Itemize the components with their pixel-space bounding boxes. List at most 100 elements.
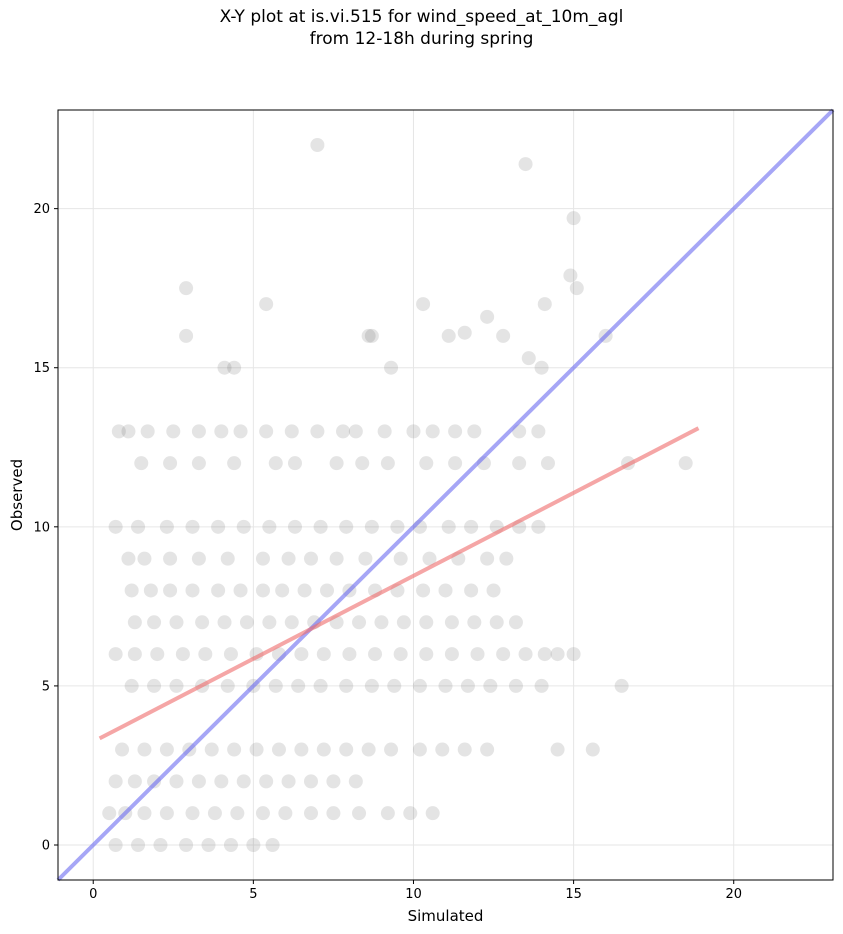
data-point: [444, 647, 459, 662]
data-point: [419, 456, 434, 471]
data-point: [483, 678, 498, 693]
data-point: [262, 615, 277, 630]
regression-line: [98, 426, 700, 741]
data-point: [457, 325, 472, 340]
data-point: [416, 297, 431, 312]
data-point: [550, 647, 565, 662]
data-point: [291, 678, 306, 693]
data-point: [230, 806, 245, 821]
data-point: [508, 615, 523, 630]
data-point: [127, 774, 142, 789]
data-point: [175, 647, 190, 662]
data-point: [166, 424, 181, 439]
chart-title-line-2: from 12-18h during spring: [309, 29, 534, 49]
data-point: [361, 328, 376, 343]
data-point: [111, 424, 126, 439]
data-point: [540, 456, 555, 471]
data-point: [496, 328, 511, 343]
data-point: [384, 742, 399, 757]
data-point: [566, 211, 581, 226]
data-point: [316, 647, 331, 662]
data-point: [207, 806, 222, 821]
axis-ticks: 0 5 10 15 20 0 5 10 15 20: [33, 202, 742, 902]
data-point: [137, 806, 152, 821]
data-point: [419, 647, 434, 662]
data-point: [121, 424, 136, 439]
data-point: [284, 424, 299, 439]
data-point: [412, 742, 427, 757]
data-point: [496, 647, 511, 662]
data-point: [262, 519, 277, 534]
data-point: [467, 615, 482, 630]
data-point: [150, 647, 165, 662]
data-point: [214, 774, 229, 789]
data-point: [448, 424, 463, 439]
data-point: [441, 328, 456, 343]
data-point: [227, 360, 242, 375]
data-point: [464, 519, 479, 534]
data-point: [287, 519, 302, 534]
data-point: [214, 424, 229, 439]
data-point: [108, 647, 123, 662]
data-point: [320, 583, 335, 598]
data-point: [217, 360, 232, 375]
data-point: [368, 647, 383, 662]
data-point: [326, 774, 341, 789]
data-point: [393, 647, 408, 662]
data-point: [531, 519, 546, 534]
scatter-points: [102, 138, 693, 852]
data-point: [191, 424, 206, 439]
data-point: [121, 551, 136, 566]
data-point: [518, 647, 533, 662]
data-point: [419, 615, 434, 630]
data-point: [534, 360, 549, 375]
data-point: [377, 424, 392, 439]
data-point: [281, 551, 296, 566]
data-point: [384, 360, 399, 375]
data-point: [534, 678, 549, 693]
y-tick-label: 15: [33, 361, 50, 376]
data-point: [422, 551, 437, 566]
data-point: [217, 615, 232, 630]
data-point: [143, 583, 158, 598]
data-point: [566, 647, 581, 662]
data-point: [486, 583, 501, 598]
data-point: [140, 424, 155, 439]
data-point: [255, 551, 270, 566]
data-point: [259, 297, 274, 312]
data-point: [236, 519, 251, 534]
data-point: [512, 456, 527, 471]
data-point: [438, 583, 453, 598]
data-point: [259, 424, 274, 439]
y-axis-label: Observed: [8, 459, 26, 531]
data-point: [268, 456, 283, 471]
data-point: [464, 583, 479, 598]
data-point: [233, 583, 248, 598]
data-point: [227, 456, 242, 471]
data-point: [614, 678, 629, 693]
data-point: [185, 519, 200, 534]
data-point: [239, 615, 254, 630]
data-point: [387, 678, 402, 693]
data-point: [358, 551, 373, 566]
data-point: [147, 615, 162, 630]
x-tick-label: 15: [565, 887, 582, 902]
data-point: [284, 615, 299, 630]
data-point: [310, 424, 325, 439]
chart-title-line-1: X-Y plot at is.vi.515 for wind_speed_at_…: [219, 7, 624, 27]
x-tick-label: 0: [89, 887, 97, 902]
data-point: [227, 742, 242, 757]
data-point: [457, 742, 472, 757]
data-point: [438, 678, 453, 693]
data-point: [124, 678, 139, 693]
data-point: [153, 838, 168, 852]
data-point: [147, 678, 162, 693]
data-point: [352, 615, 367, 630]
data-point: [287, 456, 302, 471]
data-point: [169, 774, 184, 789]
data-point: [127, 647, 142, 662]
data-point: [342, 647, 357, 662]
data-point: [124, 583, 139, 598]
data-point: [108, 838, 123, 852]
